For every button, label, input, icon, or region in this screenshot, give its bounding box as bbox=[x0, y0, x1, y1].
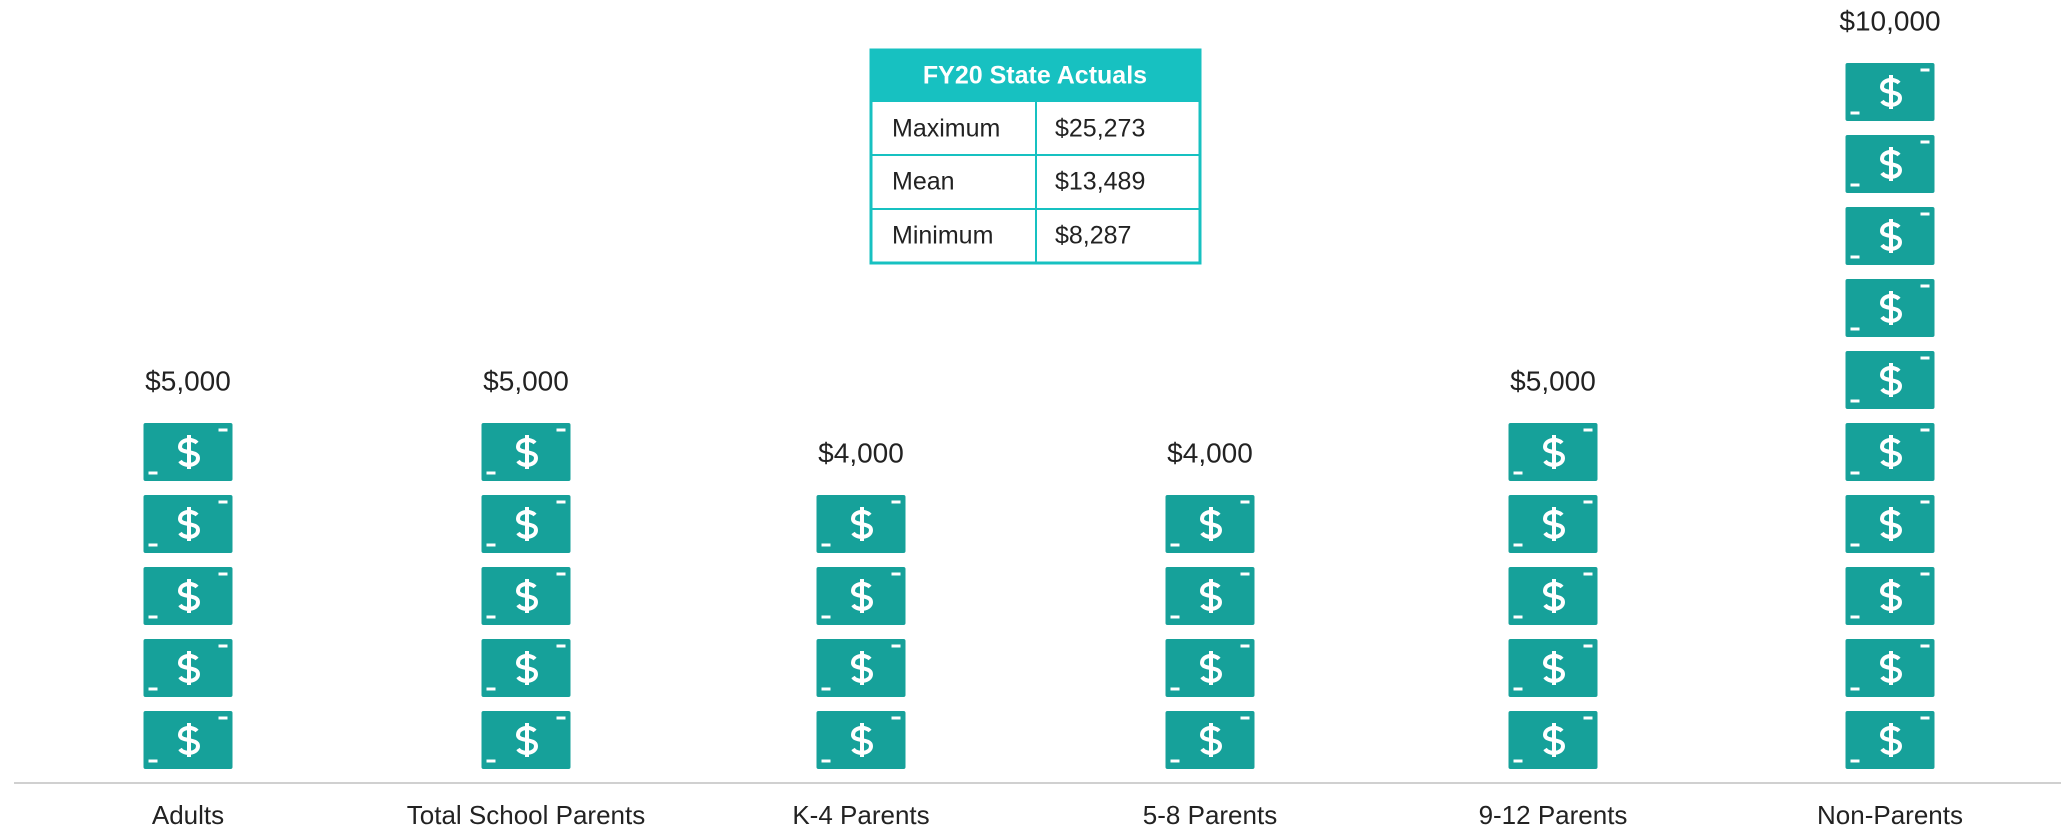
dollar-sign bbox=[1879, 579, 1903, 613]
dollar-sign bbox=[1542, 579, 1566, 613]
table-cell: $13,489 bbox=[1055, 168, 1145, 196]
dollar-sign bbox=[850, 723, 874, 757]
x-tick-label: K-4 Parents bbox=[792, 800, 929, 830]
dollar-sign bbox=[850, 579, 874, 613]
dollar-sign bbox=[177, 651, 201, 685]
value-label: $5,000 bbox=[1510, 365, 1596, 396]
icon-column bbox=[481, 423, 571, 769]
dollar-sign bbox=[515, 723, 539, 757]
dollar-sign bbox=[1542, 507, 1566, 541]
summary-table: FY20 State Actuals Maximum $25,273 Mean … bbox=[869, 48, 1202, 265]
dollar-sign bbox=[1879, 363, 1903, 397]
value-label: $4,000 bbox=[818, 437, 904, 468]
dollar-sign bbox=[1879, 435, 1903, 469]
dollar-sign bbox=[515, 579, 539, 613]
x-tick-label: Total School Parents bbox=[407, 800, 645, 830]
x-tick-label: Adults bbox=[152, 800, 224, 830]
dollar-sign bbox=[1879, 147, 1903, 181]
icon-column bbox=[1508, 423, 1598, 769]
dollar-sign bbox=[1199, 723, 1223, 757]
dollar-sign bbox=[1542, 651, 1566, 685]
value-label: $10,000 bbox=[1839, 5, 1940, 36]
dollar-sign bbox=[515, 651, 539, 685]
value-label: $5,000 bbox=[145, 365, 231, 396]
dollar-sign bbox=[1879, 291, 1903, 325]
table-cell: $25,273 bbox=[1055, 115, 1145, 143]
dollar-sign bbox=[1879, 651, 1903, 685]
table-cell: Maximum bbox=[892, 115, 1000, 143]
dollar-sign bbox=[1879, 723, 1903, 757]
table-cell: Minimum bbox=[892, 222, 993, 250]
icon-column bbox=[816, 495, 906, 769]
dollar-sign bbox=[1199, 579, 1223, 613]
table-header bbox=[871, 50, 1200, 102]
table-title: FY20 State Actuals bbox=[923, 62, 1147, 90]
dollar-sign bbox=[1542, 435, 1566, 469]
dollar-sign bbox=[1879, 75, 1903, 109]
dollar-sign bbox=[1879, 507, 1903, 541]
dollar-sign bbox=[1542, 723, 1566, 757]
dollar-sign bbox=[850, 651, 874, 685]
dollar-sign bbox=[1199, 507, 1223, 541]
dollar-sign bbox=[515, 435, 539, 469]
dollar-sign bbox=[1879, 219, 1903, 253]
dollar-sign bbox=[177, 435, 201, 469]
x-tick-label: Non-Parents bbox=[1817, 800, 1963, 830]
icon-column bbox=[1845, 63, 1935, 769]
dollar-sign bbox=[177, 723, 201, 757]
table-cell: Mean bbox=[892, 168, 955, 196]
dollar-sign bbox=[177, 579, 201, 613]
icon-column bbox=[143, 423, 233, 769]
value-label: $4,000 bbox=[1167, 437, 1253, 468]
table-cell: $8,287 bbox=[1055, 222, 1131, 250]
x-tick-label: 9-12 Parents bbox=[1479, 800, 1628, 830]
dollar-sign bbox=[850, 507, 874, 541]
dollar-sign bbox=[1199, 651, 1223, 685]
icon-column bbox=[1165, 495, 1255, 769]
value-label: $5,000 bbox=[483, 365, 569, 396]
dollar-sign bbox=[515, 507, 539, 541]
dollar-sign bbox=[177, 507, 201, 541]
x-tick-label: 5-8 Parents bbox=[1143, 800, 1277, 830]
